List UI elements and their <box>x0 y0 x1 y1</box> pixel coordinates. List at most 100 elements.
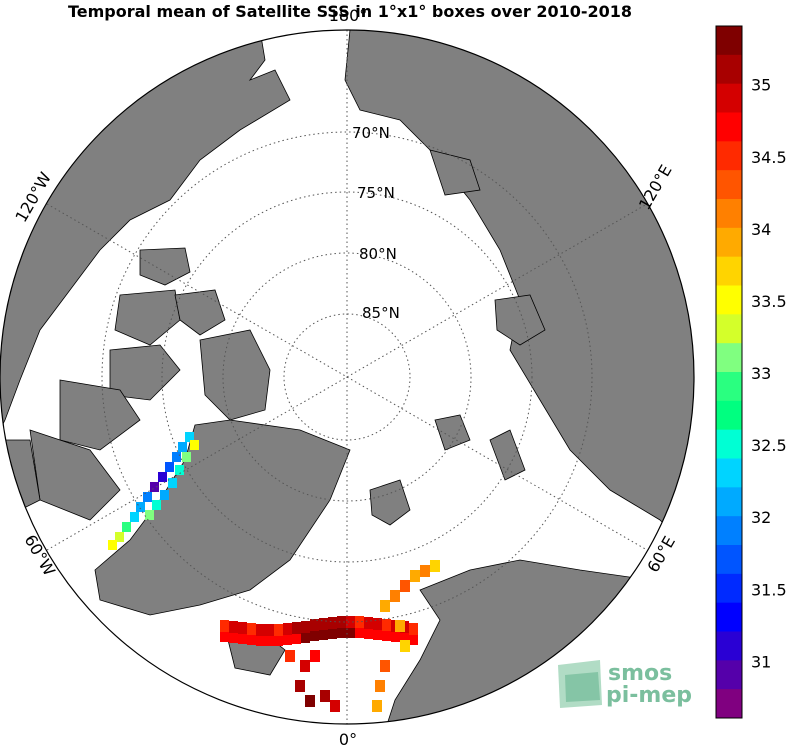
lat-label-85: 85°N <box>362 304 400 322</box>
colorbar-tick-label: 31.5 <box>751 580 787 599</box>
colorbar-swatch <box>716 54 742 85</box>
sss-cell <box>168 478 177 488</box>
colorbar-swatch <box>716 285 742 315</box>
sss-cell <box>391 632 400 642</box>
colorbar-tick-label: 33.5 <box>751 292 787 311</box>
colorbar-swatch <box>716 141 742 171</box>
colorbar-swatch <box>716 26 742 56</box>
sss-cell <box>295 680 305 692</box>
colorbar-tick-label: 34 <box>751 220 771 239</box>
sss-cell <box>337 616 346 628</box>
sss-cell <box>373 630 382 640</box>
sss-cell <box>274 636 283 646</box>
sss-cell <box>247 635 256 645</box>
lat-label-75: 75°N <box>357 184 395 202</box>
sss-cell <box>380 660 390 672</box>
sss-cell <box>310 631 319 641</box>
parallel-75 <box>161 191 533 563</box>
land-archipelago-6 <box>59 379 141 451</box>
sss-cell <box>382 631 391 641</box>
colorbar-swatch <box>716 256 742 286</box>
sss-cell <box>328 617 337 629</box>
map-title: Temporal mean of Satellite SSS in 1°x1° … <box>67 2 633 21</box>
lon-label-120e: 120°E <box>635 161 676 213</box>
sss-cell <box>319 618 328 630</box>
colorbar-tick-label: 32 <box>751 508 771 527</box>
parallel-80 <box>222 252 472 502</box>
colorbar-swatch <box>716 314 742 344</box>
sss-data-cells <box>108 432 440 712</box>
sss-cell <box>145 510 154 520</box>
colorbar-swatch <box>716 516 742 546</box>
colorbar-swatch <box>716 602 742 632</box>
sss-cell <box>122 522 131 532</box>
sss-cell <box>160 490 169 500</box>
sss-cell <box>330 700 340 712</box>
lat-label-80: 80°N <box>359 245 397 263</box>
sss-cell <box>400 580 410 592</box>
sss-cell <box>238 634 247 644</box>
colorbar-frame <box>715 25 743 719</box>
sss-cell <box>430 560 440 572</box>
meridian-60w-120e <box>46 203 648 551</box>
sss-cell <box>265 624 274 636</box>
sss-cell <box>400 640 410 652</box>
parallel-70 <box>101 131 593 623</box>
sss-cell <box>172 452 181 462</box>
sss-cell <box>410 570 420 582</box>
logo-line2: pi-mep <box>606 683 692 708</box>
sss-cell <box>300 660 310 672</box>
colorbar-swatch <box>716 631 742 661</box>
land-archipelago-3 <box>174 289 226 336</box>
sss-cell <box>390 590 400 602</box>
colorbar-swatch <box>716 400 742 431</box>
land-severnaya <box>494 294 546 346</box>
sss-cell <box>310 619 319 631</box>
map-boundary <box>0 29 695 725</box>
colorbar-tick-label: 33 <box>751 364 771 383</box>
colorbar-swatch <box>716 487 742 517</box>
sss-cell <box>229 621 238 633</box>
sss-cell <box>364 617 373 629</box>
sss-cell <box>143 492 152 502</box>
sss-cell <box>165 462 174 472</box>
colorbar-tick-label: 32.5 <box>751 436 787 455</box>
sss-cell <box>301 621 310 633</box>
sss-cell <box>380 600 390 612</box>
parallel-85 <box>283 313 411 441</box>
sss-cell <box>247 623 256 635</box>
sss-cell <box>364 629 373 639</box>
land-archipelago-2 <box>114 289 181 346</box>
lon-label-180: 180° <box>329 6 368 25</box>
sss-cell <box>220 620 229 632</box>
land-archipelago-1 <box>139 247 191 286</box>
sss-cell <box>285 650 295 662</box>
sss-cell <box>372 700 382 712</box>
sss-cell <box>346 628 355 638</box>
colorbar-tick-label: 34.5 <box>751 148 787 167</box>
colorbar-swatch <box>716 112 742 142</box>
sss-cell <box>346 616 355 628</box>
sss-cell <box>175 465 184 475</box>
colorbar-swatch <box>716 660 742 690</box>
sss-cell <box>115 532 124 542</box>
colorbar-swatch <box>716 689 742 719</box>
sss-cell <box>373 618 382 630</box>
colorbar-swatch <box>716 429 742 459</box>
sss-cell <box>256 624 265 636</box>
sss-cell <box>382 619 391 631</box>
colorbar-swatch <box>716 227 742 258</box>
sss-cell <box>409 623 418 635</box>
sss-cell <box>283 623 292 635</box>
sss-cell <box>136 502 145 512</box>
colorbar-swatch <box>716 458 742 488</box>
sss-cell <box>305 695 315 707</box>
colorbar-swatch <box>716 199 742 229</box>
sss-cell <box>400 633 409 643</box>
colorbar-swatch <box>716 372 742 402</box>
sss-cell <box>182 452 191 462</box>
sss-cell <box>409 635 418 645</box>
sss-cell <box>150 482 159 492</box>
